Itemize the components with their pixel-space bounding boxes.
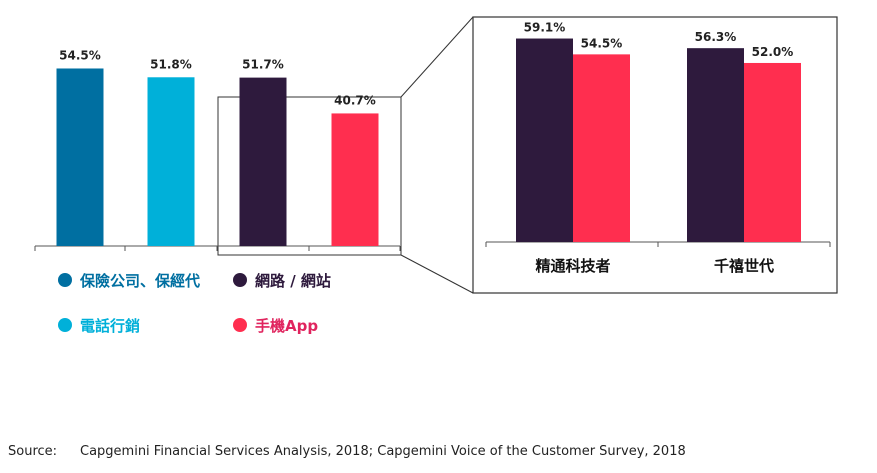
legend-label: 電話行銷 <box>80 317 140 335</box>
legend-swatch <box>58 273 72 287</box>
bar-value-label: 40.7% <box>334 93 376 107</box>
source-label: Source: <box>8 444 58 459</box>
legend-swatch <box>58 318 72 332</box>
bar <box>56 68 104 246</box>
bar <box>239 77 287 246</box>
zoom-connector-top <box>400 16 474 98</box>
bar-value-label: 54.5% <box>59 48 101 62</box>
x-tick-label: 千禧世代 <box>714 257 774 275</box>
x-tick-label: 精通科技者 <box>535 257 610 275</box>
bar-value-label: 52.0% <box>752 45 794 59</box>
legend-swatch <box>233 318 247 332</box>
bar <box>147 77 195 246</box>
source-text: Capgemini Financial Services Analysis, 2… <box>80 444 686 459</box>
bar-value-label: 51.8% <box>150 57 192 71</box>
bar-value-label: 54.5% <box>581 36 623 50</box>
legend-label: 網路 / 網站 <box>255 272 331 290</box>
bar-value-label: 59.1% <box>524 21 566 35</box>
bar-value-label: 51.7% <box>242 58 284 72</box>
zoom-connector-bottom <box>400 254 474 294</box>
legend-swatch <box>233 273 247 287</box>
legend-label: 保險公司、保經代 <box>79 272 200 290</box>
bar <box>744 62 801 242</box>
bar <box>331 113 379 246</box>
bar <box>687 48 744 242</box>
bar <box>516 38 573 242</box>
source-note: Source: Capgemini Financial Services Anal… <box>8 444 686 459</box>
bar <box>573 54 630 242</box>
zoom-highlight-box <box>217 96 402 256</box>
bar-value-label: 56.3% <box>695 30 737 44</box>
legend-label: 手機App <box>255 317 318 335</box>
